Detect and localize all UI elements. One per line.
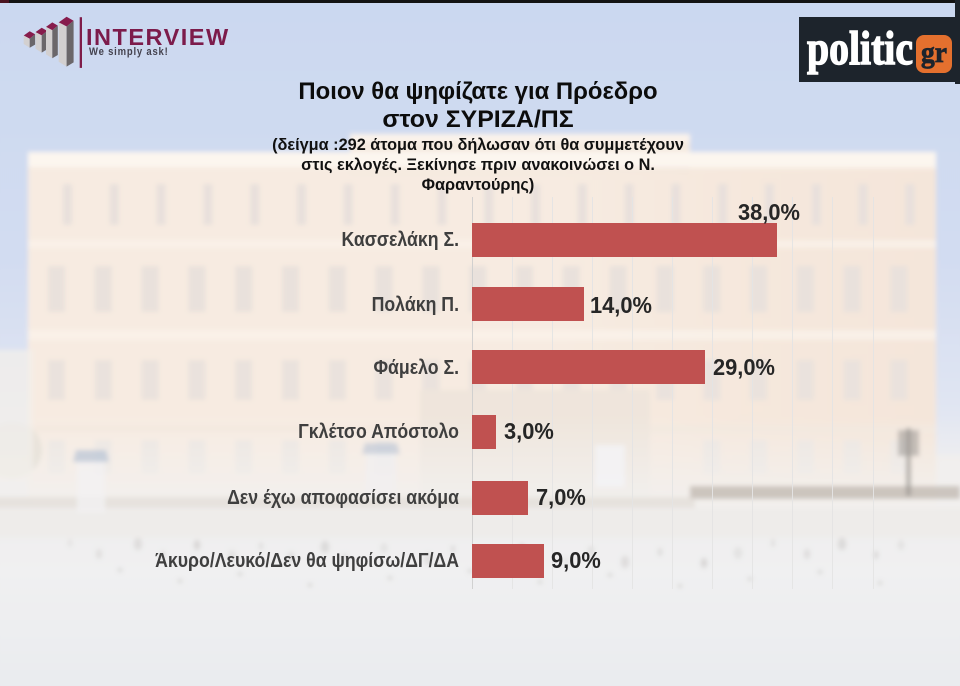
svg-text:gr: gr bbox=[921, 36, 947, 69]
svg-text:politic: politic bbox=[807, 22, 913, 75]
